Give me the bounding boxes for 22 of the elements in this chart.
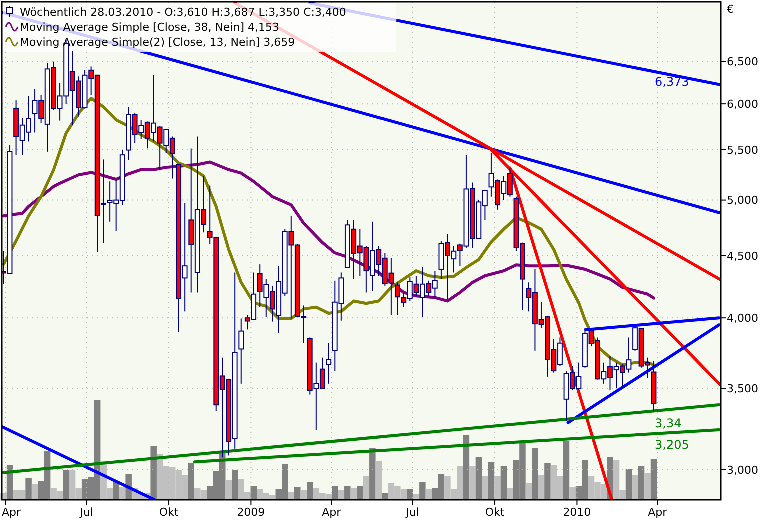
x-tick-label: Okt <box>485 506 506 519</box>
y-tick-label: 4,000 <box>727 312 758 325</box>
chart-title: Wöchentlich 28.03.2010 - O:3,610 H:3,687 L:3,350 C:3,400 <box>20 6 346 19</box>
x-tick-label: 2010 <box>563 506 592 519</box>
x-tick-label: Apr <box>648 506 668 519</box>
y-tick-label: 5,500 <box>727 144 758 157</box>
annotation: 3,34 <box>655 416 682 430</box>
annotation: 3,205 <box>655 438 690 452</box>
y-tick-label: 6,500 <box>727 56 758 69</box>
y-tick-label: 4,500 <box>727 250 758 263</box>
y-tick-label: 6,000 <box>727 98 758 111</box>
x-tick-label: Okt <box>159 506 180 519</box>
legend-label: Moving Average Simple [Close, 38, Nein] 4,153 <box>20 21 280 34</box>
x-tick-label: Jul <box>405 506 420 519</box>
x-tick-label: 2009 <box>237 506 266 519</box>
x-tick-label: Apr <box>322 506 342 519</box>
y-tick-label: 5,000 <box>727 194 758 208</box>
y-tick-label: 3,000 <box>727 464 758 477</box>
y-axis-title: € <box>727 3 734 16</box>
y-tick-label: 3,500 <box>727 382 758 396</box>
x-tick-label: Jul <box>79 506 94 519</box>
x-tick-label: Apr <box>2 506 22 519</box>
